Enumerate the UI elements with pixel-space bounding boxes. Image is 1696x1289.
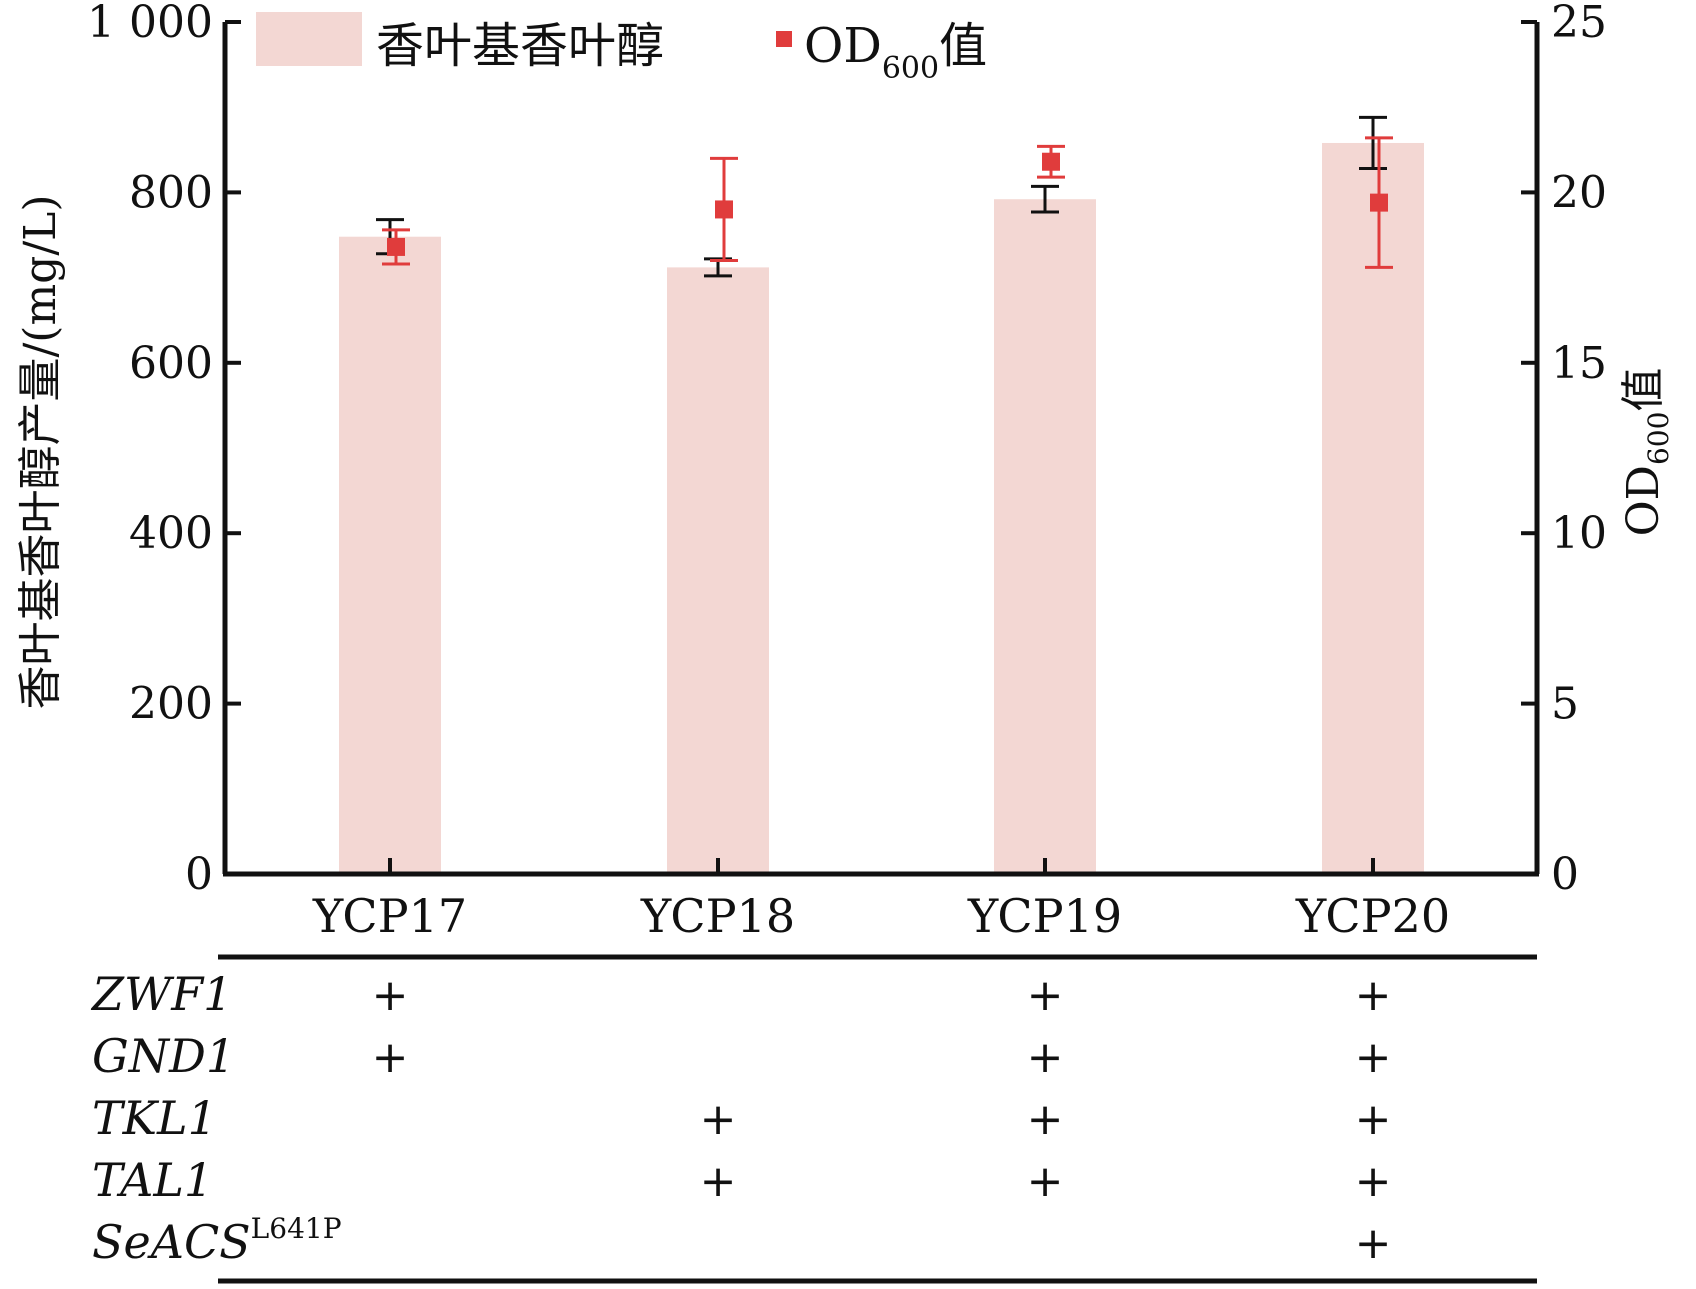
legend-point-main: OD — [804, 18, 882, 74]
y-tick-label-right: 10 — [1551, 508, 1607, 559]
y-tick-label-right: 5 — [1551, 679, 1579, 730]
plus-mark: + — [1027, 1156, 1064, 1207]
y-tick-label-right: 25 — [1551, 0, 1607, 48]
od-marker — [715, 200, 733, 219]
gene-name: TAL1 — [92, 1153, 213, 1207]
y-axis-title-right: OD600值 — [1618, 368, 1675, 537]
od-point-ycp18 — [710, 156, 738, 263]
bar-ycp18 — [667, 267, 769, 875]
y-tick-label-left: 0 — [185, 849, 213, 900]
gene-label-seacs: SeACSL641P — [92, 1212, 342, 1269]
gene-label-tkl1: TKL1 — [92, 1091, 217, 1145]
plus-mark: + — [372, 970, 409, 1021]
od-point-ycp17 — [382, 228, 410, 266]
bar-ycp19 — [994, 199, 1096, 874]
bar-ycp17 — [339, 236, 441, 875]
legend-swatch-point — [776, 31, 792, 47]
plus-mark: + — [700, 1156, 737, 1207]
od-marker — [1370, 193, 1388, 212]
plus-mark: + — [372, 1032, 409, 1083]
plus-mark: + — [1355, 1218, 1392, 1269]
y2-title-sub: 600 — [1642, 412, 1675, 465]
x-tick-label: YCP20 — [1295, 889, 1450, 943]
legend: 香叶基香叶醇 OD600值 — [256, 12, 987, 86]
bar-error-ycp19 — [1031, 184, 1059, 214]
bar-ycp20 — [1322, 142, 1424, 874]
plus-mark: + — [1355, 1094, 1392, 1145]
x-tick-label: YCP17 — [312, 889, 467, 943]
od-marker — [387, 237, 405, 256]
y-tick-label-right: 20 — [1551, 167, 1607, 218]
gene-label-zwf1: ZWF1 — [90, 967, 232, 1021]
y-tick-label-left: 800 — [129, 167, 213, 218]
gene-label-tal1: TAL1 — [92, 1153, 213, 1207]
od-point-ycp19 — [1037, 144, 1065, 179]
bar-error-ycp20 — [1359, 115, 1387, 171]
legend-label-bar: 香叶基香叶醇 — [376, 18, 664, 74]
od-point-ycp20 — [1365, 136, 1393, 269]
y-tick-label-left: 200 — [129, 679, 213, 730]
points-layer — [376, 115, 1393, 278]
plus-mark: + — [700, 1094, 737, 1145]
x-tick-label: YCP18 — [640, 889, 795, 943]
bars-layer — [339, 142, 1424, 875]
gene-name: TKL1 — [92, 1091, 217, 1145]
y2-title-main: OD — [1618, 465, 1669, 536]
y-axis-title-left: 香叶基香叶醇产量/(mg/L) — [15, 194, 66, 709]
plus-mark: + — [1355, 970, 1392, 1021]
legend-point-suffix: 值 — [939, 18, 987, 74]
legend-swatch-bar — [256, 12, 362, 66]
od-marker — [1042, 152, 1060, 171]
axes-layer: 0 200 400 600 800 1 000 0 5 10 15 20 25 YCP17 YCP18 YC… — [15, 0, 1675, 943]
plus-mark: + — [1355, 1156, 1392, 1207]
plus-mark: + — [1027, 970, 1064, 1021]
gene-name: ZWF1 — [90, 967, 232, 1021]
gene-superscript: L641P — [251, 1212, 342, 1245]
x-tick-label: YCP19 — [967, 889, 1122, 943]
plus-mark: + — [1027, 1094, 1064, 1145]
gene-name: SeACS — [92, 1215, 251, 1269]
y-tick-label-right: 15 — [1551, 338, 1607, 389]
gene-name: GND1 — [92, 1029, 235, 1083]
genotype-table: ZWF1 + + + GND1 + + + TKL1 + + + TAL1 + + + SeACSL641P + — [90, 954, 1537, 1284]
y-tick-label-right: 0 — [1551, 849, 1579, 900]
y2-title-suffix: 值 — [1618, 368, 1669, 412]
y-tick-label-left: 600 — [129, 338, 213, 389]
gene-label-gnd1: GND1 — [92, 1029, 235, 1083]
y-tick-label-left: 400 — [129, 508, 213, 559]
y-tick-label-left: 1 000 — [87, 0, 213, 48]
legend-point-sub: 600 — [882, 51, 939, 86]
legend-label-point: OD600值 — [804, 18, 987, 86]
plus-mark: + — [1355, 1032, 1392, 1083]
plus-mark: + — [1027, 1032, 1064, 1083]
